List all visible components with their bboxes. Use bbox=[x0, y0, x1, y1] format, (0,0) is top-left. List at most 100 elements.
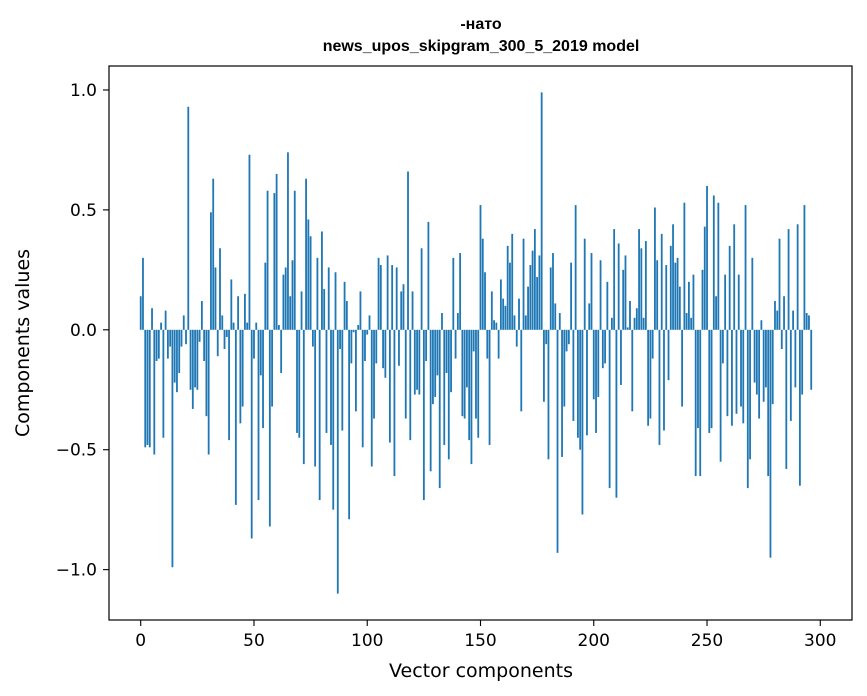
bar bbox=[808, 315, 810, 330]
bar bbox=[416, 329, 418, 390]
bar bbox=[567, 329, 570, 345]
chart-title-line1: -нато bbox=[460, 16, 502, 33]
bar bbox=[298, 329, 301, 438]
bar bbox=[771, 329, 774, 405]
bar bbox=[706, 185, 708, 330]
x-tick-label: 300 bbox=[804, 631, 836, 651]
bar bbox=[305, 178, 307, 330]
bar bbox=[608, 329, 611, 489]
bar bbox=[572, 329, 575, 421]
bar bbox=[694, 329, 697, 477]
bar bbox=[142, 257, 144, 330]
bar bbox=[273, 193, 276, 330]
bar bbox=[538, 255, 541, 330]
bar bbox=[588, 303, 591, 330]
bar bbox=[470, 329, 473, 465]
y-tick-label: −1.0 bbox=[56, 561, 97, 581]
bar bbox=[606, 281, 609, 330]
bar bbox=[765, 329, 767, 388]
bar bbox=[420, 248, 423, 330]
bar bbox=[688, 281, 690, 330]
bar bbox=[268, 329, 271, 527]
bar bbox=[153, 329, 156, 455]
bar bbox=[318, 329, 321, 501]
bar bbox=[762, 329, 765, 402]
y-tick-label: −0.5 bbox=[56, 441, 97, 461]
bar bbox=[411, 291, 414, 330]
bar bbox=[300, 291, 303, 330]
bar bbox=[314, 329, 317, 467]
bar bbox=[277, 325, 280, 330]
bar bbox=[443, 329, 446, 445]
bar bbox=[717, 202, 720, 330]
bar bbox=[742, 329, 745, 424]
bar bbox=[309, 236, 312, 330]
bar bbox=[531, 250, 534, 330]
bar bbox=[744, 205, 747, 330]
bar bbox=[456, 313, 459, 330]
bar bbox=[382, 329, 384, 369]
bar bbox=[785, 329, 788, 469]
bar bbox=[291, 260, 294, 330]
bar bbox=[148, 329, 151, 448]
bar bbox=[522, 238, 525, 330]
bar bbox=[441, 313, 443, 330]
bar bbox=[398, 329, 400, 366]
bar bbox=[604, 329, 606, 364]
bar bbox=[259, 329, 262, 376]
bar bbox=[352, 329, 355, 333]
bar bbox=[755, 329, 758, 395]
bar bbox=[219, 248, 221, 330]
bar bbox=[293, 190, 296, 330]
bar bbox=[393, 329, 396, 477]
bar bbox=[545, 329, 548, 345]
bar bbox=[246, 322, 249, 330]
bar bbox=[529, 265, 532, 330]
bar bbox=[565, 329, 568, 352]
bar bbox=[323, 289, 326, 330]
bar bbox=[796, 224, 799, 330]
bar bbox=[370, 329, 373, 467]
bar bbox=[484, 272, 486, 330]
bar bbox=[466, 329, 468, 388]
bar bbox=[776, 310, 779, 330]
bar bbox=[731, 329, 733, 426]
bar bbox=[577, 329, 579, 438]
bar bbox=[178, 329, 181, 373]
bar bbox=[783, 296, 785, 330]
bar bbox=[325, 329, 328, 433]
bar bbox=[200, 301, 203, 330]
bar bbox=[454, 329, 457, 359]
bar bbox=[171, 329, 174, 568]
bar bbox=[191, 329, 194, 409]
bar bbox=[683, 202, 686, 330]
bar bbox=[703, 226, 706, 330]
bar bbox=[513, 315, 516, 330]
bar bbox=[205, 329, 208, 417]
bar bbox=[701, 269, 704, 330]
bar bbox=[520, 329, 523, 412]
bar bbox=[726, 329, 729, 417]
bar bbox=[499, 279, 502, 330]
bar bbox=[690, 317, 693, 330]
bar bbox=[144, 329, 147, 448]
bar bbox=[230, 279, 233, 330]
bar bbox=[334, 272, 337, 330]
bar bbox=[343, 281, 346, 330]
bar bbox=[452, 257, 455, 330]
bar bbox=[250, 329, 253, 539]
bar bbox=[753, 329, 756, 383]
bar bbox=[459, 253, 462, 330]
bar bbox=[574, 205, 577, 330]
bar bbox=[581, 329, 584, 515]
bar bbox=[296, 329, 298, 433]
bar bbox=[364, 329, 366, 361]
bar bbox=[674, 262, 677, 330]
bar bbox=[558, 313, 561, 330]
bar bbox=[447, 329, 450, 460]
bar bbox=[518, 298, 520, 330]
bar bbox=[629, 301, 631, 330]
bar bbox=[801, 329, 804, 395]
bar bbox=[769, 329, 772, 558]
